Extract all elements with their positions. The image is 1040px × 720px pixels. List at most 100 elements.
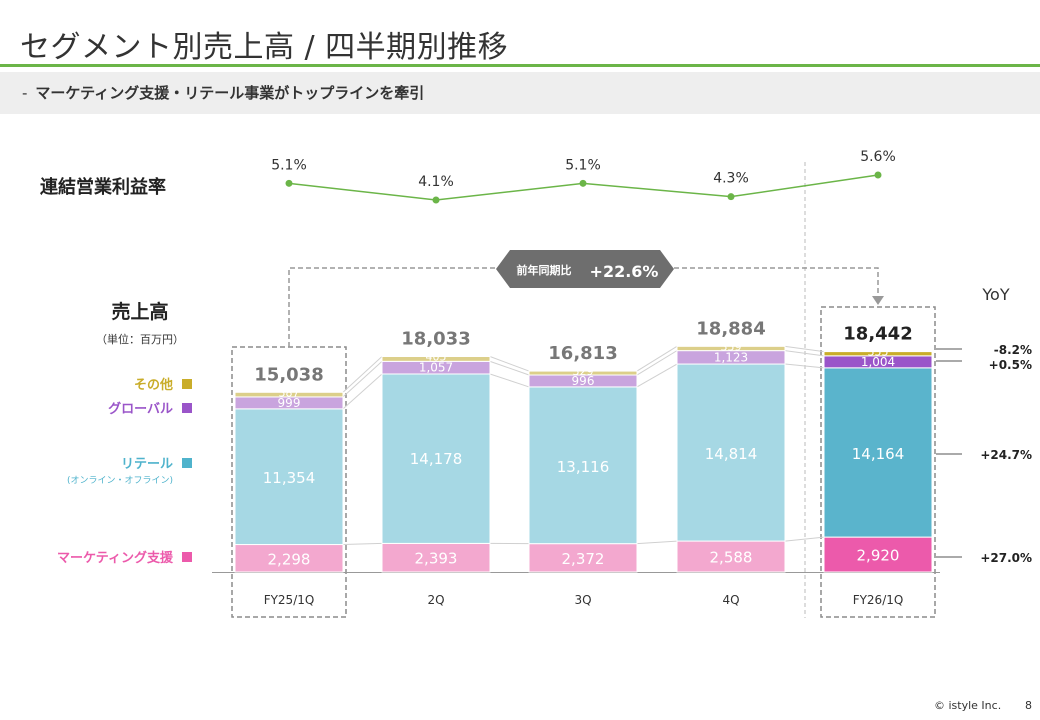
subtitle-dash: - xyxy=(22,84,28,102)
yoy-badge-label: 前年同期比 xyxy=(517,263,572,277)
margin-label: 5.1% xyxy=(271,157,307,173)
total-label: 15,038 xyxy=(254,364,323,385)
copyright: © istyle Inc. xyxy=(934,699,1002,712)
margin-label: 5.6% xyxy=(860,149,896,165)
data-label-marketing: 2,920 xyxy=(857,547,900,565)
data-label-global: 1,123 xyxy=(714,350,748,364)
yoy-badge-value: +22.6% xyxy=(590,262,659,281)
bar-segment xyxy=(676,363,786,542)
x-tick-label: FY26/1Q xyxy=(853,593,904,607)
data-label-other: 329 xyxy=(573,365,594,378)
data-label-retail: 13,116 xyxy=(557,458,610,476)
compare-box-current xyxy=(820,306,936,618)
margin-point xyxy=(285,179,293,187)
yoy-connector-arrowhead xyxy=(872,296,884,305)
x-tick-label: 4Q xyxy=(722,593,739,607)
segment-connector-line xyxy=(342,360,383,398)
margin-title: 連結営業利益率 xyxy=(40,176,166,198)
yoy-connector xyxy=(288,267,879,347)
margin-label: 5.1% xyxy=(565,157,601,173)
bar-segment xyxy=(528,386,638,545)
yoy-header: YoY xyxy=(981,285,1009,304)
data-label-global: 1,004 xyxy=(861,355,895,369)
bar-segment xyxy=(381,356,491,362)
bar-segment xyxy=(676,345,786,352)
segment-connector-line xyxy=(342,356,383,393)
data-label-marketing: 2,393 xyxy=(415,550,458,568)
total-label: 18,033 xyxy=(401,329,470,350)
segment-connector-line xyxy=(636,345,678,372)
bar-segment xyxy=(381,373,491,544)
unit-label: （単位：百万円） xyxy=(96,332,184,346)
chart-title: 売上高 xyxy=(111,300,168,323)
bar-segment xyxy=(234,391,344,398)
data-label-retail: 14,164 xyxy=(852,445,905,463)
segment-connector-line xyxy=(784,350,825,357)
bar-segment xyxy=(823,536,933,573)
yoy-badge xyxy=(496,250,674,288)
segment-connector-line xyxy=(342,373,383,410)
legend-swatch xyxy=(182,552,192,562)
legend-label: その他 xyxy=(134,377,173,393)
bar-segment xyxy=(823,351,933,357)
data-label-global: 1,057 xyxy=(419,361,453,375)
data-label-other: 359 xyxy=(721,340,742,353)
margin-label: 4.3% xyxy=(713,171,749,187)
margin-point xyxy=(579,179,587,187)
segment-connector-line xyxy=(489,356,530,372)
x-tick-label: 3Q xyxy=(574,593,591,607)
data-label-marketing: 2,298 xyxy=(268,550,311,568)
data-label-global: 996 xyxy=(572,374,595,388)
bar-segment xyxy=(528,370,638,376)
data-label-other: 355 xyxy=(868,346,889,359)
bar-segment xyxy=(823,367,933,538)
legend-swatch xyxy=(182,458,192,468)
data-label-marketing: 2,372 xyxy=(562,550,605,568)
margin-line xyxy=(288,174,879,201)
data-label-retail: 11,354 xyxy=(263,469,316,487)
bar-segment xyxy=(676,540,786,573)
data-label-other: 387 xyxy=(279,386,300,399)
data-label-retail: 14,178 xyxy=(410,450,463,468)
total-label: 18,442 xyxy=(843,324,912,345)
title-underline xyxy=(0,64,1040,67)
margin-point xyxy=(727,193,735,201)
yoy-value: +0.5% xyxy=(989,358,1032,372)
legend-label: マーケティング支援 xyxy=(57,550,174,566)
total-label: 18,884 xyxy=(696,318,765,339)
yoy-value: -8.2% xyxy=(994,343,1032,357)
legend-sublabel: (オンライン・オフライン) xyxy=(67,475,173,486)
data-label-retail: 14,814 xyxy=(705,445,758,463)
legend-label: グローバル xyxy=(108,401,173,417)
page-title: セグメント別売上高 / 四半期別推移 xyxy=(20,30,509,65)
segment-connector-line xyxy=(342,542,383,546)
page-number: 8 xyxy=(1025,699,1032,712)
segment-connector-line xyxy=(489,373,530,388)
x-tick-label: 2Q xyxy=(427,593,444,607)
bar-segment xyxy=(381,542,491,573)
subtitle-bar xyxy=(0,72,1040,114)
margin-label: 4.1% xyxy=(418,174,454,190)
margin-point xyxy=(432,196,440,204)
legend-swatch xyxy=(182,403,192,413)
bar-segment xyxy=(234,408,344,546)
segment-connector-line xyxy=(636,350,678,376)
segment-connector-line xyxy=(784,536,825,542)
data-label-marketing: 2,588 xyxy=(710,549,753,567)
x-tick-label: FY25/1Q xyxy=(264,593,315,607)
data-label-global: 999 xyxy=(278,396,301,410)
segment-connector-line xyxy=(636,540,678,545)
bar-segment xyxy=(234,544,344,573)
segment-connector-line xyxy=(636,363,678,388)
segment-connector-line xyxy=(784,345,825,353)
total-label: 16,813 xyxy=(548,343,617,364)
yoy-value: +27.0% xyxy=(980,551,1032,565)
margin-point xyxy=(874,171,882,179)
yoy-value: +24.7% xyxy=(980,448,1032,462)
bar-segment xyxy=(528,543,638,573)
segment-connector-line xyxy=(784,363,825,369)
segment-connector-line xyxy=(489,360,530,376)
legend-label: リテール xyxy=(121,457,173,472)
subtitle: - マーケティング支援・リテール事業がトップラインを牽引 xyxy=(22,82,424,103)
